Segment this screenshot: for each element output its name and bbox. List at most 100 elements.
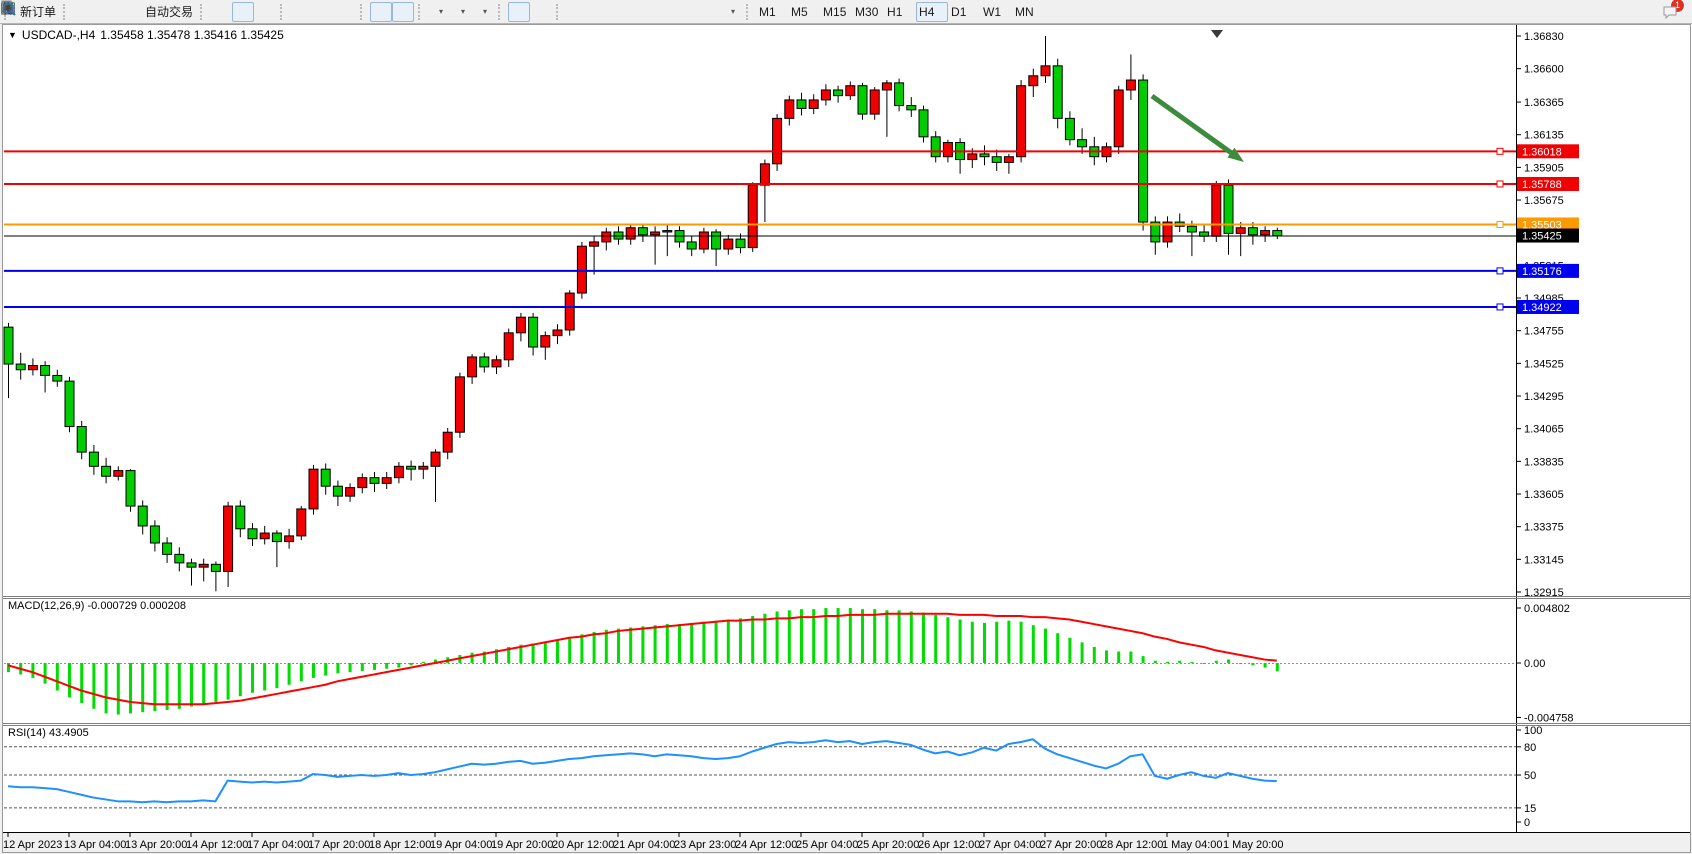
candlestick-chart-button[interactable] xyxy=(2,1,255,22)
horizontal-line-button[interactable] xyxy=(2,2,610,22)
chart-title-bar[interactable]: ▼ USDCAD-,H4 1.35458 1.35478 1.35416 1.3… xyxy=(8,28,284,42)
line-chart-button[interactable] xyxy=(1,2,276,22)
macd-bar xyxy=(397,663,401,668)
candle-body xyxy=(991,156,1002,163)
market-watch-button[interactable] xyxy=(0,1,117,22)
time-tick-label: 12 Apr 2023 xyxy=(3,839,62,851)
line-handle[interactable] xyxy=(1496,180,1504,188)
candle-body xyxy=(1186,225,1197,233)
timeframe-label: M1 xyxy=(759,4,776,19)
macd-bar xyxy=(360,663,364,672)
candle-body xyxy=(1028,75,1039,87)
timeframe-m15[interactable]: M15 xyxy=(820,2,852,22)
autotrade-button[interactable]: 自动交易 xyxy=(2,2,196,22)
trend-arrow[interactable] xyxy=(1150,93,1233,155)
macd-tick-label: 0.004802 xyxy=(1524,603,1570,615)
macd-bar xyxy=(617,628,620,663)
candle-body xyxy=(3,326,14,365)
macd-bar xyxy=(897,610,901,663)
candle-body xyxy=(418,465,429,470)
macd-bar xyxy=(629,627,633,663)
macd-bar xyxy=(556,640,559,663)
toolbar-grip xyxy=(280,3,286,20)
timeframe-h1[interactable]: H1 xyxy=(884,2,916,22)
chart-shift-marker[interactable] xyxy=(1211,30,1223,38)
macd-bar xyxy=(141,663,145,713)
candle-body xyxy=(454,376,465,433)
candle-body xyxy=(576,245,587,294)
macd-bar xyxy=(190,663,193,707)
timeframe-mn[interactable]: MN xyxy=(1012,2,1044,22)
candle-body xyxy=(64,380,75,428)
chart-expander-icon[interactable]: ▼ xyxy=(8,30,17,40)
auto-scroll-button[interactable] xyxy=(4,1,393,22)
fibonacci-button[interactable]: F xyxy=(2,2,676,22)
candle-body xyxy=(1211,184,1222,237)
timeframe-d1[interactable]: D1 xyxy=(948,2,980,22)
macd-bar xyxy=(31,663,35,678)
macd-bar xyxy=(714,620,718,663)
text-label-button[interactable]: T xyxy=(1,2,720,22)
toolbar-grip xyxy=(498,3,504,20)
line-handle[interactable] xyxy=(1496,147,1504,155)
search-button[interactable] xyxy=(2,2,1660,22)
price-tick-label: 1.32915 xyxy=(1524,587,1564,599)
timeframe-label: H1 xyxy=(887,4,903,19)
signals-button[interactable] xyxy=(1,2,139,22)
new-order-button[interactable]: 新订单 xyxy=(1,0,59,22)
macd-bar xyxy=(336,663,340,674)
candle-body xyxy=(442,431,453,453)
macd-bar xyxy=(1117,651,1121,663)
price-tick-label: 1.33375 xyxy=(1524,522,1564,534)
cursor-button[interactable] xyxy=(4,1,531,22)
candle-body xyxy=(662,230,673,233)
time-tick-label: 17 Apr 04:00 xyxy=(247,839,309,851)
timeframe-m30[interactable]: M30 xyxy=(852,2,884,22)
vertical-line-button[interactable] xyxy=(7,2,588,22)
notifications-button[interactable]: 1 xyxy=(1660,0,1685,22)
candle-body xyxy=(15,363,26,371)
macd-bar xyxy=(1202,663,1206,664)
zoom-in-button[interactable] xyxy=(2,2,312,22)
zoom-out-button[interactable] xyxy=(2,2,334,22)
trendline-button[interactable] xyxy=(2,2,632,22)
timeframe-w1[interactable]: W1 xyxy=(980,2,1012,22)
rsi-line xyxy=(7,738,1277,804)
equidistant-channel-button[interactable]: E xyxy=(1,2,654,22)
crosshair-button[interactable] xyxy=(2,2,552,22)
toolbar-grip xyxy=(556,3,562,20)
styler-button[interactable] xyxy=(2,2,95,22)
line-handle[interactable] xyxy=(1496,267,1504,275)
macd-bar xyxy=(885,610,889,663)
indicators-button[interactable]: ▾ xyxy=(1,1,450,22)
line-handle[interactable] xyxy=(1496,220,1504,228)
timeframe-h4[interactable]: H4 xyxy=(916,1,949,22)
macd-bar xyxy=(1080,642,1084,663)
arrows-button[interactable]: ▾ xyxy=(2,2,742,22)
trend-arrow-head[interactable] xyxy=(1227,147,1244,162)
macd-bar xyxy=(263,663,267,691)
line-handle[interactable] xyxy=(1496,303,1504,311)
macd-bar xyxy=(1227,659,1230,663)
macd-bar xyxy=(153,663,157,712)
timeframe-m5[interactable]: M5 xyxy=(788,2,820,22)
text-button[interactable]: A xyxy=(4,1,698,22)
periods-button[interactable]: ▾ xyxy=(1,1,472,22)
svg-text:F: F xyxy=(10,11,14,16)
bar-chart-button[interactable] xyxy=(2,2,232,22)
price-label-box xyxy=(1517,299,1579,314)
chart-shift-button[interactable] xyxy=(3,1,415,22)
tile-windows-button[interactable] xyxy=(2,2,356,22)
macd-bar xyxy=(348,663,352,673)
templates-button[interactable]: ▾ xyxy=(1,2,494,22)
macd-bar xyxy=(909,611,913,663)
macd-bar xyxy=(653,625,657,663)
macd-bar xyxy=(1275,663,1279,672)
candle-body xyxy=(894,82,905,107)
timeframe-m1[interactable]: M1 xyxy=(756,2,788,22)
toolbar-grip xyxy=(418,3,424,20)
macd-bar xyxy=(507,646,511,663)
candle-body xyxy=(601,231,612,243)
